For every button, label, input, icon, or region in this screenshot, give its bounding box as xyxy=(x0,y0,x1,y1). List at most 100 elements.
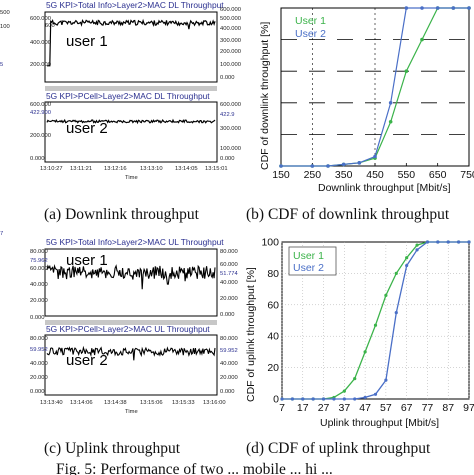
y-tick-right: 0.000 xyxy=(220,156,235,162)
y-tick-left: 40.000 xyxy=(30,282,48,288)
y-tick-label: 60 xyxy=(267,299,279,311)
x-tick-label: 27 xyxy=(318,402,330,414)
x-ticks-ul: 13:13:40 13:14:06 13:14:38 13:15:06 13:1… xyxy=(40,400,226,406)
x-tick-label: 57 xyxy=(380,402,392,414)
cdf-point xyxy=(446,240,450,244)
legend-user2: User 2 xyxy=(295,28,326,40)
y-tick-left: 600.000 xyxy=(30,102,51,108)
y-axis-label: CDF of downlink throughput [%] xyxy=(259,22,271,170)
left-edge-value-1: 500 xyxy=(0,10,10,16)
y-tick-left: 20.000 xyxy=(30,298,48,304)
trace-box-ul-user1 xyxy=(44,248,218,317)
x-tick: 13:13:10 xyxy=(140,166,163,172)
cdf-point xyxy=(301,397,305,401)
x-tick-label: 47 xyxy=(359,402,371,414)
y-tick-left: 59.952 xyxy=(30,347,48,353)
cdf-point xyxy=(405,256,409,260)
panel-a-downlink-throughput: 500 100 5 5G KPI>Total Info>Layer2>MAC D… xyxy=(0,0,241,181)
throughput-trace-dl-user1 xyxy=(47,18,216,67)
y-tick-left: 200.000 xyxy=(30,62,51,68)
cdf-point xyxy=(353,397,357,401)
throughput-trace-ul-user2 xyxy=(46,345,216,361)
cdf-point xyxy=(388,119,393,124)
legend-user1: User 1 xyxy=(295,15,326,27)
kpi-title-dl-pcell: 5G KPI>PCell>Layer2>MAC DL Throughput xyxy=(46,91,210,101)
y-tick-left: 40.000 xyxy=(30,361,48,367)
cdf-point xyxy=(415,248,419,252)
x-axis-label-time: Time xyxy=(125,409,138,415)
x-tick: 13:16:00 xyxy=(203,400,226,406)
y-tick-left: 0.000 xyxy=(30,315,45,321)
kpi-title-ul-pcell: 5G KPI>PCell>Layer2>MAC UL Throughput xyxy=(46,324,210,334)
cdf-series xyxy=(279,6,471,168)
y-tick-left: 20.000 xyxy=(30,375,48,381)
x-axis-label: Uplink throughput [Mbit/s] xyxy=(320,417,439,429)
y-tick-right: 0.000 xyxy=(220,312,235,318)
throughput-trace-dl-user2 xyxy=(46,118,216,125)
x-tick-label: 77 xyxy=(422,402,434,414)
kpi-header-bar xyxy=(45,320,217,325)
x-axis-label-time: Time xyxy=(125,175,138,181)
caption-d: (d) CDF of uplink throughput xyxy=(246,440,431,457)
cdf-point xyxy=(425,240,430,244)
side-value: 7 xyxy=(0,231,3,237)
cdf-point xyxy=(342,397,346,401)
x-tick-label: 97 xyxy=(463,402,474,414)
kpi-header-bar xyxy=(45,86,217,91)
cdf-point xyxy=(280,397,284,401)
cdf-point xyxy=(332,397,336,401)
y-tick-right: 20.000 xyxy=(220,296,238,302)
cdf-point xyxy=(321,397,326,401)
gridlines xyxy=(281,8,469,166)
cdf-point xyxy=(404,6,409,10)
cdf-point xyxy=(405,263,409,268)
cdf-point xyxy=(363,350,367,354)
y-tick-label: 100 xyxy=(261,237,279,249)
cdf-line-2 xyxy=(281,7,469,167)
x-tick-label: 550 xyxy=(398,169,416,181)
cdf-point xyxy=(467,240,471,244)
cdf-series xyxy=(280,240,471,401)
caption-b: (b) CDF of downlink throughput xyxy=(246,206,450,223)
y-tick-left: 600.000 xyxy=(30,16,51,22)
x-tick-label: 350 xyxy=(335,169,353,181)
edge-value-right: 600 xyxy=(45,23,55,29)
y-tick-right: 60.000 xyxy=(220,262,238,268)
x-axis-label: Downlink throughput [Mbit/s] xyxy=(318,182,451,194)
x-tick-label: 37 xyxy=(338,402,350,414)
x-ticks: 7 17 27 37 47 57 67 77 87 97 xyxy=(279,402,474,414)
cdf-point xyxy=(373,392,378,396)
user-label-1: user 1 xyxy=(66,33,108,50)
caption-c: (c) Uplink throughput xyxy=(44,440,181,457)
cdf-point xyxy=(404,69,409,73)
kpi-title-ul-total: 5G KPI>Total Info>Layer2>MAC UL Throughp… xyxy=(46,237,224,247)
figure-caption: Fig. 5: Performance of two ... mobile ..… xyxy=(56,461,333,475)
y-tick-right: 300.000 xyxy=(220,126,241,132)
cdf-point xyxy=(310,164,315,168)
x-tick: 13:14:05 xyxy=(175,166,198,172)
y-tick-right: 422.9 xyxy=(220,112,235,118)
y-tick-right: 500.000 xyxy=(220,16,241,22)
x-tick: 13:14:38 xyxy=(104,400,127,406)
y-tick-label: 40 xyxy=(267,331,279,343)
cdf-point xyxy=(451,6,456,10)
y-tick-right: 400.000 xyxy=(220,26,241,32)
legend-box xyxy=(288,246,337,276)
cdf-point xyxy=(435,6,440,10)
cdf-point xyxy=(373,323,378,327)
x-tick-label: 650 xyxy=(429,169,447,181)
y-tick-label: 20 xyxy=(267,362,279,374)
cdf-point xyxy=(436,240,440,244)
legend-user2: User 2 xyxy=(293,262,324,274)
y-tick-right: 100.000 xyxy=(220,62,241,68)
y-tick-right: 300.000 xyxy=(220,38,241,44)
x-tick: 13:10:27 xyxy=(40,166,63,172)
x-ticks-dl: 13:10:27 13:11:21 13:12:16 13:13:10 13:1… xyxy=(40,166,228,172)
y-tick-left: 80.000 xyxy=(30,249,48,255)
cdf-point xyxy=(384,293,388,297)
x-tick: 13:11:21 xyxy=(70,166,92,172)
y-tick-label: 80 xyxy=(267,268,279,280)
x-tick-label: 150 xyxy=(272,169,290,181)
y-tick-right: 0.000 xyxy=(220,389,235,395)
